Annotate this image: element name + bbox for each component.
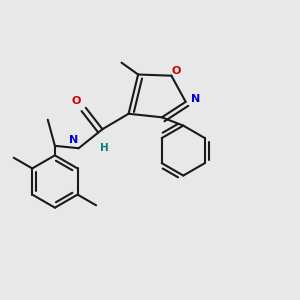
- Text: O: O: [72, 96, 81, 106]
- Text: N: N: [190, 94, 200, 104]
- Text: N: N: [69, 135, 79, 145]
- Text: H: H: [100, 143, 109, 153]
- Text: O: O: [172, 66, 181, 76]
